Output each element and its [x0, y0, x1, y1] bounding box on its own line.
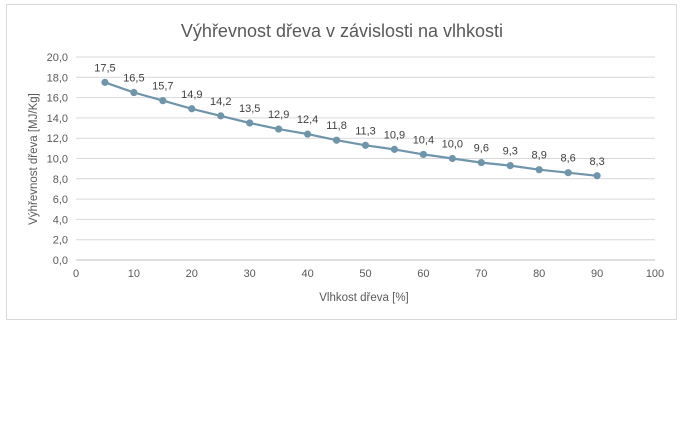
data-series	[101, 78, 601, 180]
data-label: 8,6	[561, 153, 576, 165]
data-label: 11,3	[355, 125, 376, 137]
data-point	[304, 130, 312, 138]
data-point	[101, 78, 109, 86]
data-label: 8,3	[589, 156, 604, 168]
y-tick-label: 18,0	[47, 72, 68, 84]
data-label: 17,5	[94, 62, 115, 74]
data-point	[593, 172, 601, 180]
chart-title: Výhřevnost dřeva v závislosti na vlhkost…	[181, 21, 503, 41]
x-axis-ticks: 0 10 20 30 40 50 60 70 80 90 100	[73, 268, 664, 280]
x-tick-label: 80	[533, 268, 545, 280]
data-point	[130, 88, 138, 97]
data-label: 10,4	[413, 134, 434, 146]
data-label: 10,9	[384, 129, 405, 141]
data-label: 8,9	[532, 150, 547, 162]
data-label: 16,5	[123, 73, 144, 85]
data-point	[217, 112, 225, 120]
data-label: 10,0	[442, 139, 463, 151]
data-point	[448, 154, 456, 163]
x-tick-label: 20	[186, 268, 198, 280]
data-point	[361, 141, 370, 149]
data-label: 11,8	[326, 120, 347, 132]
y-tick-label: 4,0	[53, 214, 68, 226]
data-point	[246, 119, 254, 127]
data-point	[419, 150, 427, 159]
x-tick-label: 50	[359, 268, 371, 280]
data-labels: 17,5 16,5 15,7 14,9 14,2 13,5 12,9 12,4 11,8 11,3…	[94, 62, 605, 167]
chart-area: Výhřevnost dřeva v závislosti na vlhkost…	[6, 4, 677, 320]
y-tick-label: 20,0	[47, 52, 68, 64]
data-label: 9,6	[474, 143, 489, 155]
data-point	[188, 105, 196, 113]
y-tick-label: 12,0	[47, 133, 68, 145]
x-axis-title: Vlhkost dřeva [%]	[319, 292, 408, 304]
x-tick-label: 10	[128, 268, 140, 280]
data-point	[477, 158, 485, 167]
data-label: 12,9	[268, 109, 289, 121]
y-tick-label: 10,0	[47, 154, 68, 166]
data-point	[564, 169, 572, 177]
x-tick-label: 0	[73, 268, 79, 280]
x-tick-label: 100	[646, 268, 664, 280]
data-label: 13,5	[239, 103, 260, 115]
series-line	[104, 81, 598, 177]
x-tick-label: 40	[301, 268, 313, 280]
data-point	[159, 97, 167, 105]
x-tick-label: 60	[417, 268, 429, 280]
gridlines	[76, 56, 655, 261]
x-tick-label: 90	[591, 268, 603, 280]
data-label: 15,7	[152, 81, 173, 93]
x-tick-label: 70	[475, 268, 487, 280]
data-label: 14,2	[210, 96, 231, 108]
data-point	[535, 166, 543, 174]
y-tick-label: 2,0	[53, 235, 68, 247]
y-tick-label: 6,0	[53, 194, 68, 206]
data-label: 14,9	[181, 89, 202, 101]
y-tick-label: 0,0	[53, 255, 68, 267]
x-tick-label: 30	[244, 268, 256, 280]
line-chart: Výhřevnost dřeva v závislosti na vlhkost…	[28, 21, 664, 304]
data-label: 9,3	[503, 146, 518, 158]
y-tick-label: 8,0	[53, 174, 68, 186]
data-label: 12,4	[297, 114, 318, 126]
y-axis-ticks: 0,0 2,0 4,0 6,0 8,0 10,0 12,0 14,0 16,0 18,0 20,0	[47, 52, 68, 267]
data-point	[275, 125, 283, 133]
data-point	[332, 136, 341, 144]
data-point	[390, 145, 399, 153]
y-axis-title: Výhřevnost dřeva [MJ/Kg]	[28, 93, 40, 225]
y-tick-label: 14,0	[47, 113, 68, 125]
y-tick-label: 16,0	[47, 93, 68, 105]
data-point	[506, 162, 514, 170]
